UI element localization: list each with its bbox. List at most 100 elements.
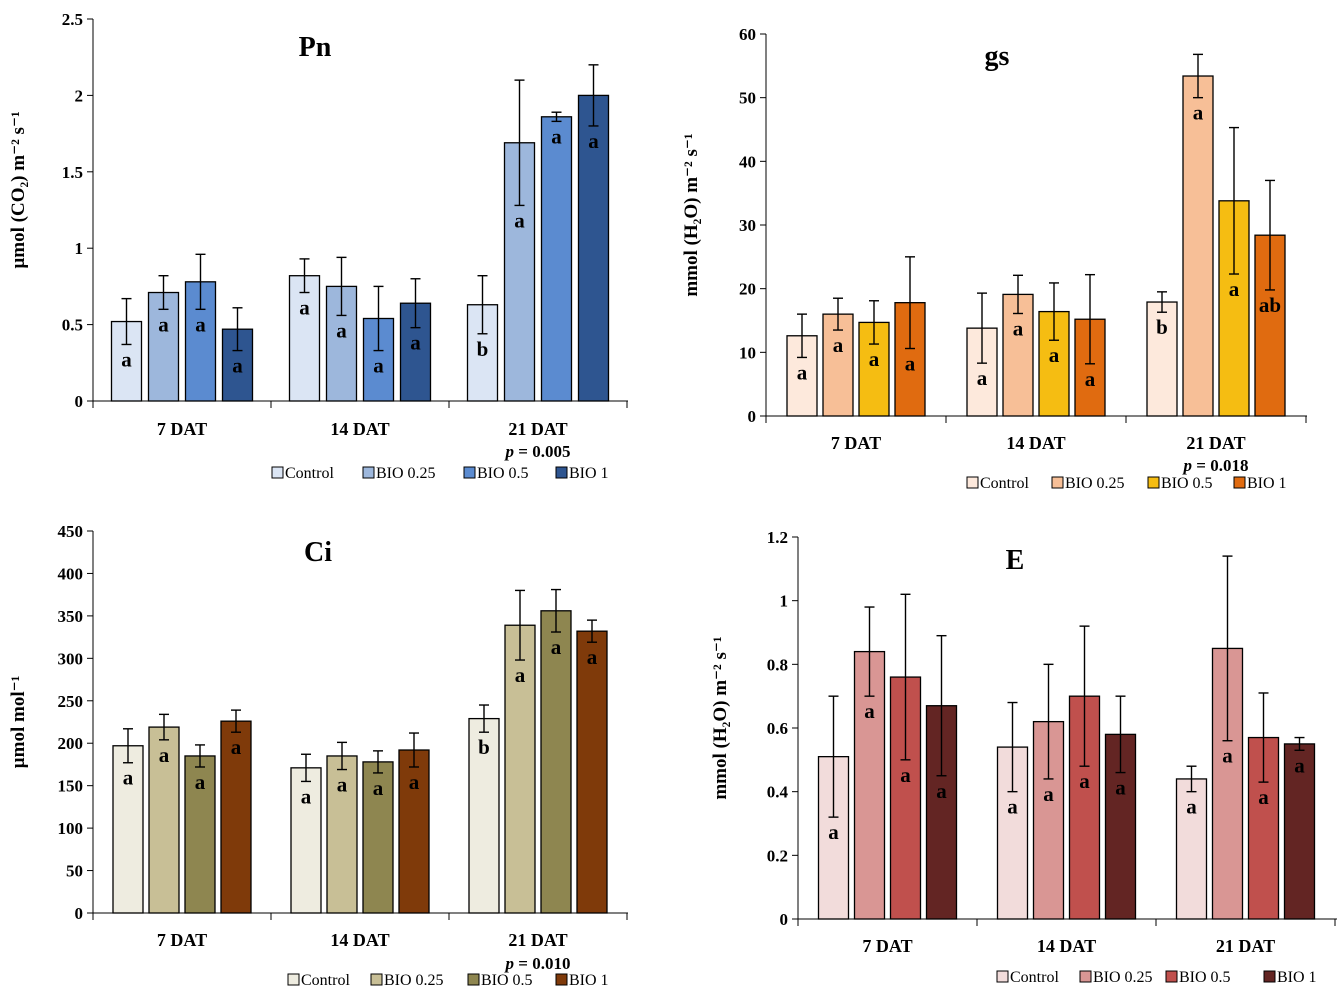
y-tick-label: 0.5 (62, 316, 83, 335)
bar (540, 116, 573, 402)
y-axis-label: mmol (H₂O) m⁻² s⁻¹ (681, 133, 702, 296)
significance-letter: a (588, 129, 599, 153)
x-category-label: 21 DAT (508, 930, 567, 950)
y-tick-label: 100 (58, 819, 84, 838)
significance-letter: a (373, 776, 384, 800)
significance-letter: a (337, 773, 348, 797)
y-tick-label: 0.6 (767, 719, 788, 738)
significance-letter: a (301, 784, 312, 808)
y-tick-label: 50 (66, 862, 83, 881)
significance-letter: a (551, 124, 562, 148)
significance-letter: a (1115, 776, 1126, 800)
significance-letter: a (159, 743, 170, 767)
legend-swatch (1079, 970, 1092, 983)
bar (398, 749, 430, 914)
x-category-label: 14 DAT (330, 419, 389, 439)
significance-letter: a (1222, 744, 1233, 768)
y-tick-label: 1.5 (62, 163, 83, 182)
significance-letter: b (478, 735, 490, 759)
y-tick-label: 0 (75, 392, 84, 411)
significance-letter: a (936, 779, 947, 803)
significance-letter: a (587, 645, 598, 669)
significance-letter: a (514, 208, 525, 232)
bar (1038, 310, 1070, 417)
significance-letter: a (869, 347, 880, 371)
significance-letter: a (551, 635, 562, 659)
legend-swatch (966, 476, 979, 489)
y-tick-label: 250 (58, 692, 84, 711)
legend-swatch (555, 466, 568, 479)
bar (1283, 743, 1316, 920)
x-category-label: 21 DAT (1186, 433, 1245, 453)
significance-letter: a (158, 312, 169, 336)
chart-pn: Pn µmol (CO₂) m⁻² s⁻¹ 0 0.5 1 1.5 2 2.5 7 DAT a a a… (8, 10, 628, 482)
significance-letter: a (977, 366, 988, 390)
legend-label: BIO 1 (1277, 969, 1317, 986)
legend-label: BIO 0.25 (376, 465, 436, 482)
legend-label: BIO 0.5 (477, 465, 529, 482)
chart-title: gs (985, 41, 1010, 72)
bar (288, 275, 321, 402)
y-tick-label: 300 (58, 649, 84, 668)
significance-letter: a (409, 770, 420, 794)
legend-label: BIO 0.5 (481, 972, 533, 989)
significance-letter: a (195, 312, 206, 336)
legend-label: BIO 0.25 (1093, 969, 1153, 986)
significance-letter: a (410, 331, 421, 355)
significance-letter: ab (1259, 293, 1281, 317)
significance-letter: a (1258, 785, 1269, 809)
legend-swatch (271, 466, 284, 479)
legend-swatch (1147, 476, 1160, 489)
significance-letter: a (1013, 316, 1024, 340)
y-tick-label: 50 (739, 89, 756, 108)
chart-ci: Ci µmol mol⁻¹ 0 50 100 150 200 250 300 350 400 450 7… (8, 522, 628, 989)
bar (1182, 75, 1214, 417)
legend-label: BIO 1 (1247, 475, 1287, 492)
significance-letter: a (1007, 795, 1018, 819)
bar (540, 610, 572, 914)
bar (577, 94, 610, 402)
significance-letter: b (477, 337, 489, 361)
legend-label: BIO 1 (569, 465, 609, 482)
x-category-label: 14 DAT (1037, 936, 1096, 956)
bar (184, 755, 216, 914)
y-tick-label: 60 (739, 25, 756, 44)
x-category-label: 7 DAT (862, 936, 912, 956)
bar (504, 624, 536, 914)
y-tick-label: 1.2 (767, 528, 788, 547)
significance-letter: a (1043, 782, 1054, 806)
p-value-label: p = 0.010 (504, 954, 571, 973)
legend-swatch (463, 466, 476, 479)
significance-letter: a (828, 820, 839, 844)
p-value-label: p = 0.018 (1182, 456, 1249, 475)
bar (1146, 301, 1178, 417)
significance-letter: a (1049, 343, 1060, 367)
significance-letter: a (1193, 101, 1204, 125)
legend-label: Control (980, 475, 1029, 492)
bar (290, 767, 322, 914)
legend-label: BIO 1 (569, 972, 609, 989)
significance-letter: a (905, 352, 916, 376)
significance-letter: a (1085, 367, 1096, 391)
legend-swatch (1263, 970, 1276, 983)
y-tick-label: 400 (58, 564, 84, 583)
legend-swatch (1233, 476, 1246, 489)
chart-title: Pn (299, 32, 332, 63)
significance-letter: b (1156, 315, 1168, 339)
significance-letter: a (299, 296, 310, 320)
x-category-label: 7 DAT (157, 419, 207, 439)
x-category-label: 7 DAT (831, 433, 881, 453)
legend-swatch (287, 973, 300, 986)
legend-swatch (555, 973, 568, 986)
significance-letter: a (1079, 769, 1090, 793)
legend-label: Control (301, 972, 350, 989)
x-category-label: 21 DAT (508, 419, 567, 439)
legend-label: Control (285, 465, 334, 482)
bar (326, 755, 358, 914)
y-tick-label: 2 (75, 86, 84, 105)
legend-swatch (467, 973, 480, 986)
x-category-label: 14 DAT (1006, 433, 1065, 453)
